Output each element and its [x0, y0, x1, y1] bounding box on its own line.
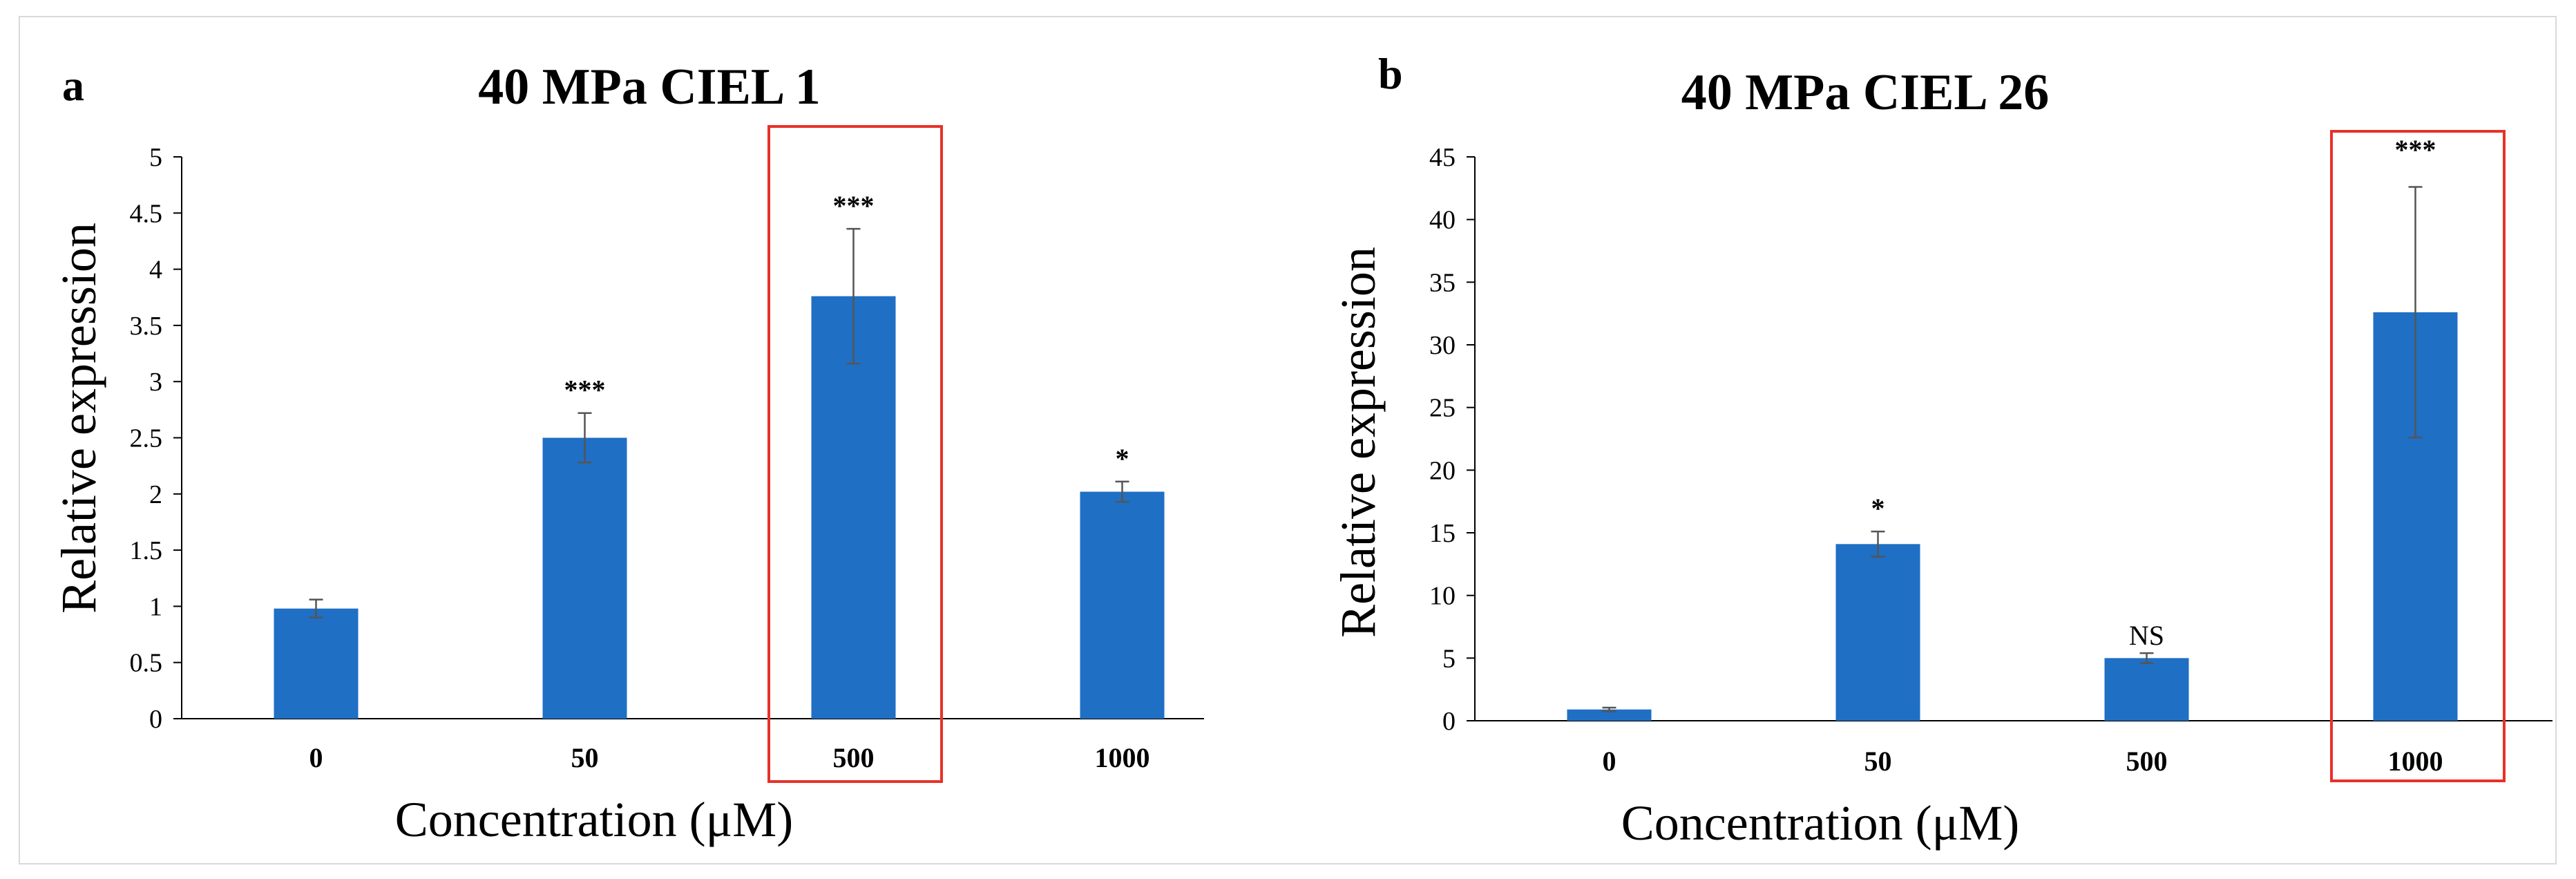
y-tick-label: 1	[149, 592, 162, 621]
chart-title-a: 40 MPa CIEL 1	[478, 59, 820, 115]
bar	[1835, 544, 1920, 721]
bar	[542, 437, 627, 719]
y-tick-label: 2.5	[130, 424, 163, 453]
plot-area-b: 0 5 10 15 20 25 30 35 40 45 0 * 50 NS 500 *** 1000	[1429, 130, 2553, 782]
y-tick-label: 0.5	[130, 649, 163, 678]
category-label: 50	[571, 742, 599, 773]
chart-panel-a: a 40 MPa CIEL 1 Relative expression Conc…	[51, 59, 1204, 847]
bar	[2104, 658, 2189, 721]
y-tick-label: 30	[1429, 331, 1456, 360]
chart-panel-b: b 40 MPa CIEL 26 Relative expression Con…	[1330, 49, 2553, 851]
y-tick-label: 1.5	[130, 536, 163, 565]
y-tick-label: 25	[1429, 394, 1456, 423]
y-tick-label: 10	[1429, 582, 1456, 611]
y-tick-label: 5	[1442, 644, 1456, 673]
y-tick-label: 3	[149, 368, 162, 397]
bar	[1080, 491, 1165, 719]
y-axis-title-a: Relative expression	[51, 223, 106, 614]
significance-label: ***	[564, 375, 606, 406]
bar	[274, 608, 359, 719]
category-label: 0	[1603, 746, 1616, 777]
y-axis-title-b: Relative expression	[1330, 247, 1386, 638]
y-tick-label: 2	[149, 480, 162, 509]
significance-label: ***	[833, 190, 875, 221]
category-label: 0	[309, 742, 323, 773]
x-axis-title-a: Concentration (μM)	[395, 792, 793, 847]
figure-frame	[19, 16, 2557, 864]
significance-label: *	[1871, 493, 1885, 524]
highlight-box	[767, 125, 943, 783]
significance-label: NS	[2129, 620, 2164, 651]
category-label: 500	[2126, 746, 2168, 777]
y-tick-label: 0	[1442, 707, 1456, 736]
y-tick-label: 5	[149, 143, 162, 172]
category-label: 1000	[1095, 742, 1150, 773]
y-tick-label: 40	[1429, 206, 1456, 235]
y-tick-label: 0	[149, 705, 162, 734]
y-tick-label: 4	[149, 256, 162, 285]
plot-area-a: 00.511.522.533.544.550***50***500*1000	[130, 125, 1204, 783]
significance-label: ***	[2395, 134, 2436, 165]
bar	[811, 296, 896, 719]
y-tick-label: 4.5	[130, 199, 163, 228]
y-tick-label: 20	[1429, 456, 1456, 485]
category-label: 500	[833, 742, 875, 773]
panel-letter-b: b	[1378, 49, 1403, 98]
y-tick-label: 15	[1429, 519, 1456, 548]
bar	[1567, 709, 1652, 721]
y-tick-label: 3.5	[130, 312, 163, 341]
panel-letter-a: a	[62, 61, 84, 110]
highlight-box	[2330, 130, 2506, 782]
category-label: 1000	[2388, 746, 2443, 777]
y-tick-label: 45	[1429, 143, 1456, 172]
chart-title-b: 40 MPa CIEL 26	[1681, 64, 2049, 121]
significance-label: *	[1116, 443, 1129, 474]
x-axis-title-b: Concentration (μM)	[1621, 795, 2019, 851]
y-tick-label: 35	[1429, 268, 1456, 297]
category-label: 50	[1864, 746, 1892, 777]
